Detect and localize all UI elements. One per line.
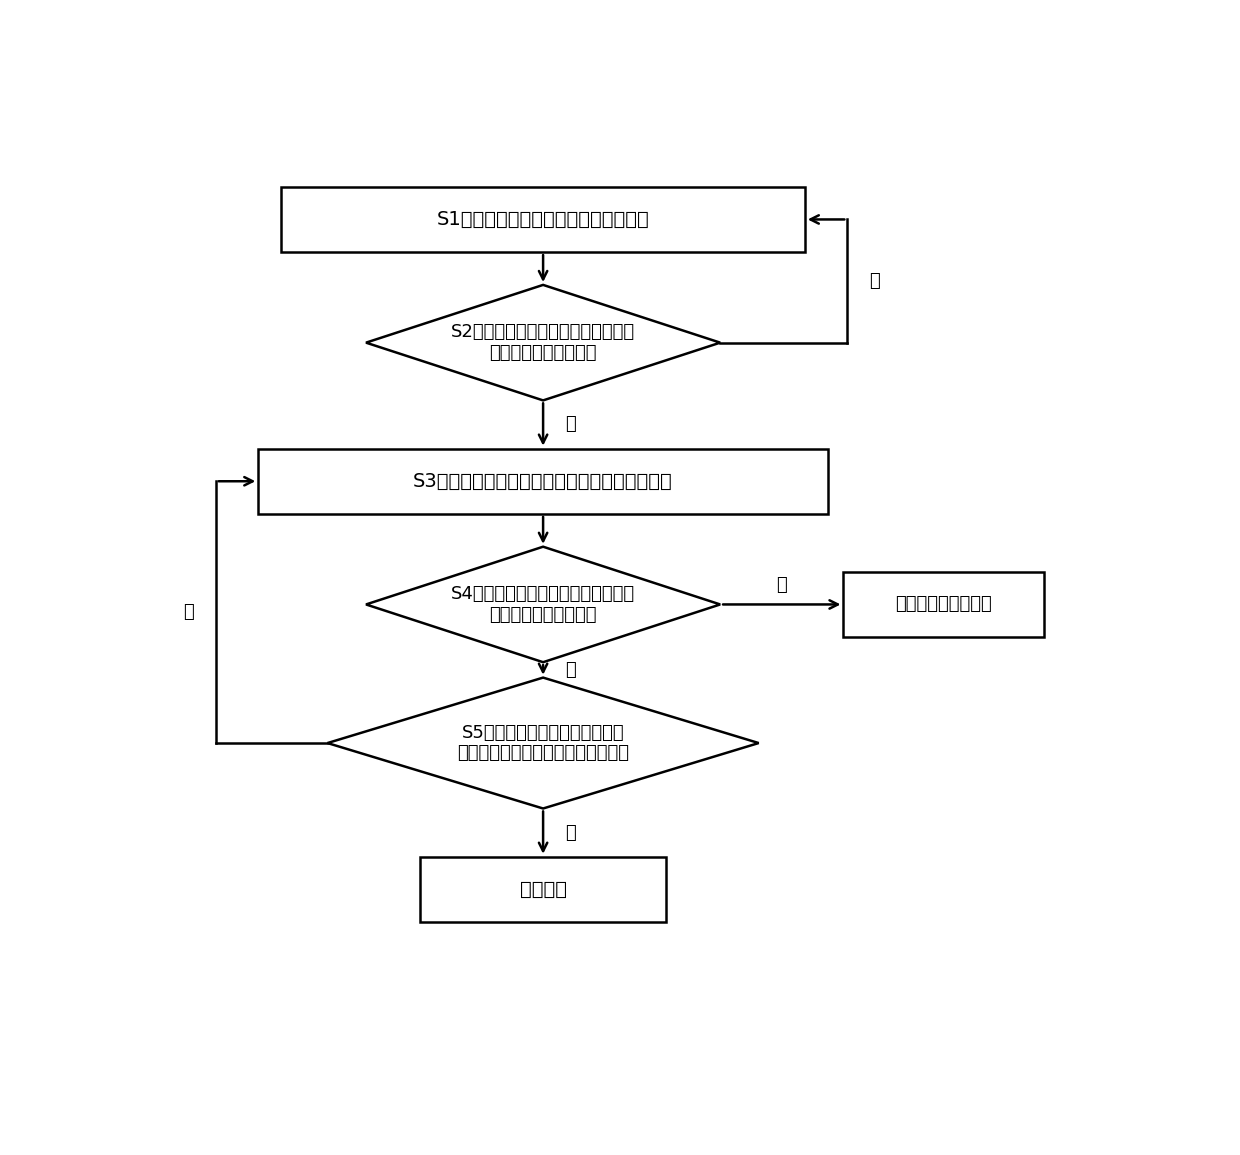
Text: 否: 否 [184, 603, 195, 621]
Text: S5：对电流降低次数进行计数，
且判断降低次数是否达到计数预设值: S5：对电流降低次数进行计数， 且判断降低次数是否达到计数预设值 [458, 724, 629, 762]
Text: S2：充电电压控制电路判断电池电压
是否达到第一充满阈值: S2：充电电压控制电路判断电池电压 是否达到第一充满阈值 [451, 323, 635, 362]
Text: 继续以当前电流充电: 继续以当前电流充电 [895, 596, 992, 613]
Bar [843, 572, 1044, 638]
Text: 是: 是 [564, 824, 575, 842]
Text: 否: 否 [776, 576, 787, 594]
Text: S1：电流输出电路对电池进行恒流充电: S1：电流输出电路对电池进行恒流充电 [436, 210, 650, 229]
Polygon shape [327, 678, 759, 808]
Text: 是: 是 [564, 416, 575, 433]
Polygon shape [366, 546, 720, 662]
Bar [420, 857, 666, 922]
Text: 否: 否 [869, 273, 879, 290]
Bar [281, 187, 805, 252]
Text: 充电结束: 充电结束 [520, 880, 567, 899]
Polygon shape [366, 285, 720, 401]
Text: S4：充电电压控制电路判断电池电压
是否达到第二充满阈值: S4：充电电压控制电路判断电池电压 是否达到第二充满阈值 [451, 586, 635, 624]
Text: 是: 是 [564, 661, 575, 679]
Bar [258, 448, 828, 514]
Text: S3：充电电流设定电路对电池进行电流降低充电: S3：充电电流设定电路对电池进行电流降低充电 [413, 471, 673, 491]
